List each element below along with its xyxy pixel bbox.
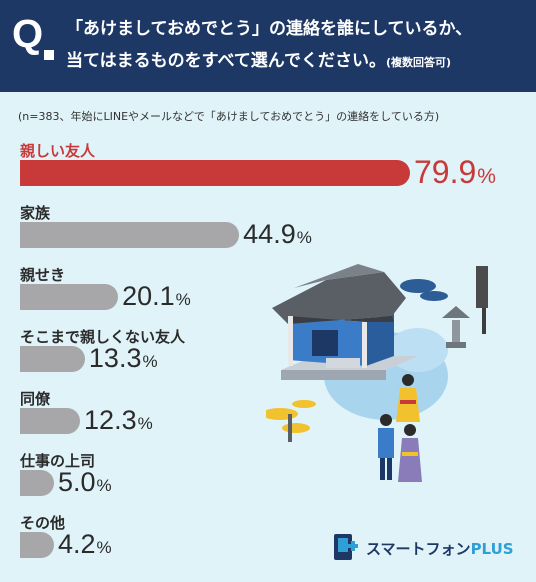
question-line-2-text: 当てはまるものをすべて選んでください。 bbox=[66, 51, 386, 71]
value-label: 79.9% bbox=[414, 156, 496, 188]
bar bbox=[20, 160, 410, 186]
shrine-illustration bbox=[266, 264, 488, 482]
shrine-door bbox=[312, 330, 338, 356]
category-label: 家族 bbox=[20, 204, 51, 222]
value-label: 13.3% bbox=[89, 345, 158, 372]
value-number: 4.2 bbox=[58, 529, 96, 559]
value-number: 20.1 bbox=[122, 281, 175, 311]
offering-box bbox=[326, 358, 360, 368]
question-line-1: 「あけましておめでとう」の連絡を誰にしているか、 bbox=[66, 19, 473, 39]
value-unit: % bbox=[175, 290, 191, 309]
category-label: 同僚 bbox=[20, 390, 51, 408]
bar bbox=[20, 346, 85, 372]
shrine-roof-top bbox=[294, 264, 384, 288]
question-line-2: 当てはまるものをすべて選んでください。(複数回答可) bbox=[66, 46, 451, 71]
lantern-base bbox=[446, 342, 466, 348]
person-kimono bbox=[396, 374, 420, 422]
bar bbox=[20, 532, 54, 558]
pine-tree-3 bbox=[266, 408, 298, 420]
value-number: 44.9 bbox=[243, 219, 296, 249]
value-unit: % bbox=[96, 538, 112, 557]
bar bbox=[20, 470, 54, 496]
pine-tree-4 bbox=[282, 423, 310, 433]
value-label: 12.3% bbox=[84, 407, 153, 434]
category-label: 親せき bbox=[20, 266, 66, 284]
bar bbox=[20, 408, 81, 434]
pond bbox=[388, 328, 448, 372]
shrine-pillar-left bbox=[288, 316, 293, 366]
category-label: そこまで親しくない友人 bbox=[20, 328, 186, 346]
value-label: 20.1% bbox=[122, 283, 191, 310]
value-unit: % bbox=[477, 165, 496, 188]
category-label: 仕事の上司 bbox=[20, 452, 96, 470]
bar bbox=[20, 222, 240, 248]
lantern-post bbox=[452, 320, 460, 344]
value-label: 44.9% bbox=[243, 221, 312, 248]
sample-note: (n=383、年始にLINEやメールなどで「あけましておめでとう」の連絡をしてい… bbox=[18, 110, 440, 123]
logo-suffix: PLUS bbox=[470, 540, 514, 558]
pine-trunk bbox=[288, 414, 292, 442]
banner bbox=[476, 266, 488, 308]
q-mark: Q bbox=[12, 12, 44, 56]
logo-text: スマートフォンPLUS bbox=[366, 538, 514, 559]
question-note: (複数回答可) bbox=[385, 56, 452, 69]
value-number: 5.0 bbox=[58, 467, 96, 497]
value-unit: % bbox=[96, 476, 112, 495]
shrine-roof bbox=[272, 272, 406, 324]
person-couple bbox=[378, 414, 422, 482]
value-number: 13.3 bbox=[88, 343, 142, 373]
value-label: 5.0% bbox=[58, 469, 112, 496]
shrine-roof-shade bbox=[288, 316, 394, 324]
value-unit: % bbox=[142, 352, 158, 371]
category-label: その他 bbox=[20, 514, 66, 532]
question-header: Q 「あけましておめでとう」の連絡を誰にしているか、 当てはまるものをすべて選ん… bbox=[0, 0, 536, 92]
value-label: 4.2% bbox=[58, 531, 112, 558]
shrine-base-front bbox=[281, 370, 386, 380]
value-number: 12.3 bbox=[84, 405, 137, 435]
value-number: 79.9 bbox=[414, 154, 477, 190]
q-dot bbox=[44, 50, 54, 60]
pine-tree-1 bbox=[400, 279, 436, 293]
lantern-roof bbox=[442, 306, 470, 318]
logo-name: スマートフォン bbox=[366, 540, 471, 558]
shrine-pillar-right bbox=[362, 322, 367, 368]
bar bbox=[20, 284, 119, 310]
brand-logo: スマートフォンPLUS bbox=[330, 532, 526, 562]
pine-tree-5 bbox=[292, 400, 316, 408]
category-label: 親しい友人 bbox=[20, 142, 96, 160]
value-unit: % bbox=[137, 414, 153, 433]
value-unit: % bbox=[296, 228, 312, 247]
pine-tree-2 bbox=[420, 291, 448, 301]
shrine-wall-side bbox=[366, 312, 394, 366]
logo-icon bbox=[334, 534, 358, 560]
